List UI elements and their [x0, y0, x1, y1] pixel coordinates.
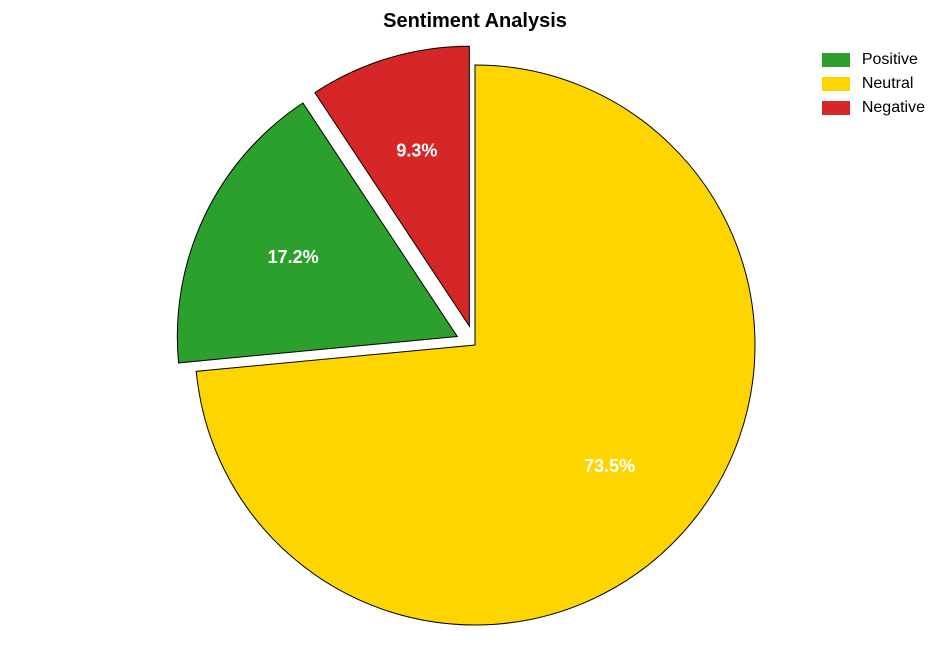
legend-item-neutral: Neutral [822, 72, 925, 96]
pie-slice-label-negative: 9.3% [396, 141, 437, 161]
legend-swatch [822, 101, 850, 115]
legend-label: Positive [862, 51, 918, 69]
legend-swatch [822, 77, 850, 91]
legend-swatch [822, 53, 850, 67]
legend-label: Neutral [862, 75, 914, 93]
pie-chart: 73.5% 17.2% 9.3% [0, 0, 950, 662]
legend-item-positive: Positive [822, 48, 925, 72]
pie-slice-label-neutral: 73.5% [584, 456, 635, 476]
legend-label: Negative [862, 99, 925, 117]
chart-container: Sentiment Analysis 73.5%17.2%9.3% Positi… [0, 0, 950, 662]
pie-slice-label-positive: 17.2% [268, 247, 319, 267]
legend: Positive Neutral Negative [822, 48, 925, 120]
legend-item-negative: Negative [822, 96, 925, 120]
